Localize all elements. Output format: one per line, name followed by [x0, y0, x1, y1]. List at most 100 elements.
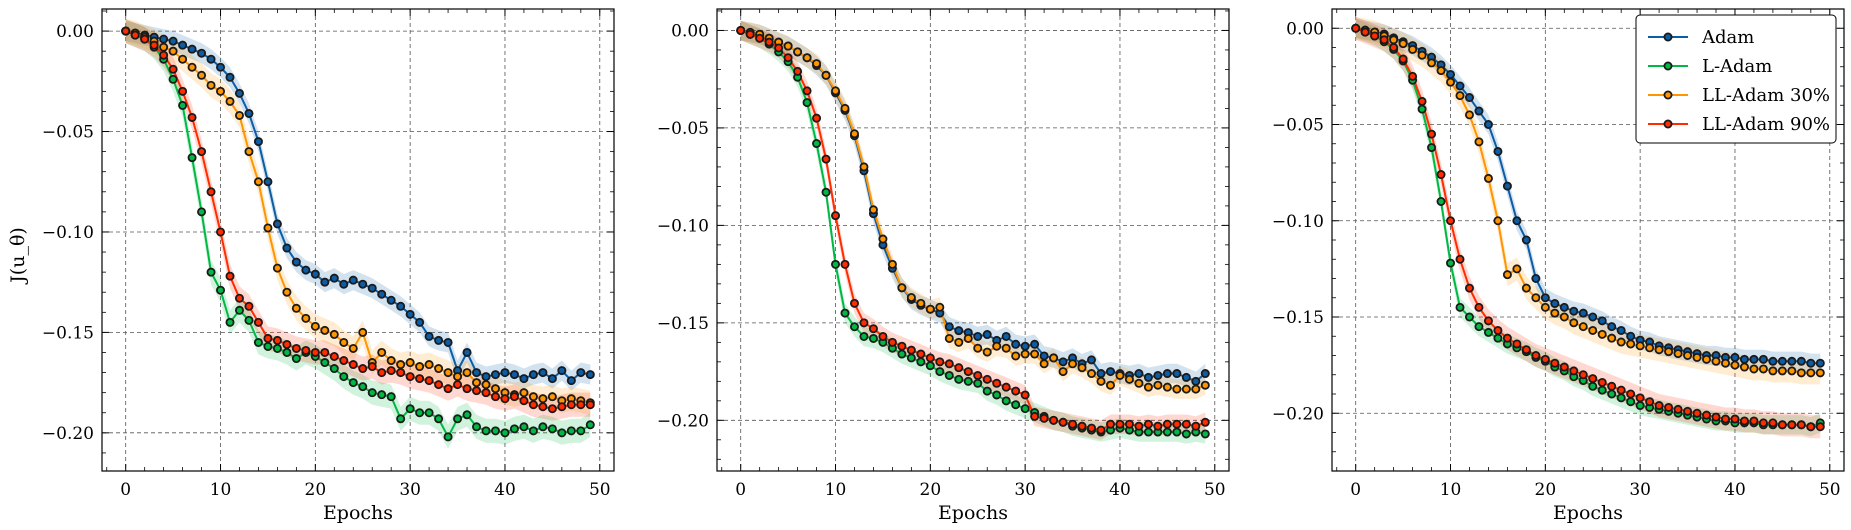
data-point-ll-adam-30pct	[1087, 369, 1097, 379]
y-tick-label: −0.05	[657, 119, 709, 139]
data-point-adam	[1815, 358, 1825, 368]
data-point-adam	[348, 275, 358, 285]
data-point-ll-adam-90pct	[1030, 411, 1040, 421]
data-point-l-adam	[528, 426, 538, 436]
data-point-ll-adam-90pct	[329, 352, 339, 362]
data-point-ll-adam-90pct	[1124, 419, 1134, 429]
data-point-l-adam	[802, 98, 812, 108]
data-point-ll-adam-30pct	[1162, 382, 1172, 392]
data-point-adam	[225, 72, 235, 82]
data-point-l-adam	[1455, 302, 1465, 312]
data-point-adam	[178, 40, 188, 50]
data-point-ll-adam-90pct	[1711, 412, 1721, 422]
data-point-l-adam	[1181, 429, 1191, 439]
data-point-l-adam	[1474, 322, 1484, 332]
data-point-ll-adam-90pct	[1616, 385, 1626, 395]
data-point-adam	[1001, 331, 1011, 341]
data-point-ll-adam-90pct	[1011, 386, 1021, 396]
confidence-band-l-adam	[740, 20, 1206, 444]
data-point-ll-adam-90pct	[1191, 421, 1201, 431]
data-point-adam	[1446, 69, 1456, 79]
data-point-ll-adam-90pct	[197, 147, 207, 157]
data-point-adam	[1474, 106, 1484, 116]
data-point-adam	[1200, 369, 1210, 379]
data-point-ll-adam-30pct	[1058, 367, 1068, 377]
data-point-adam	[1162, 369, 1172, 379]
data-point-ll-adam-90pct	[992, 378, 1002, 388]
data-point-l-adam	[849, 322, 859, 332]
data-point-ll-adam-30pct	[386, 356, 396, 366]
data-point-l-adam	[282, 347, 292, 357]
data-point-l-adam	[566, 426, 576, 436]
legend: Adam L-Adam LL-Adam 30% LL-Adam 90%	[1635, 14, 1837, 144]
data-point-ll-adam-30pct	[453, 372, 463, 382]
data-point-adam	[291, 257, 301, 267]
data-point-ll-adam-90pct	[178, 86, 188, 96]
data-point-ll-adam-90pct	[1077, 421, 1087, 431]
data-point-ll-adam-30pct	[1020, 349, 1030, 359]
data-point-adam	[197, 48, 207, 58]
data-point-adam	[1030, 339, 1040, 349]
data-point-l-adam	[434, 414, 444, 424]
data-point-l-adam	[472, 422, 482, 432]
data-point-adam	[982, 330, 992, 340]
data-point-ll-adam-30pct	[168, 46, 178, 56]
data-point-l-adam	[1200, 429, 1210, 439]
x-axis-label: Epochs	[323, 502, 393, 524]
data-point-ll-adam-30pct	[358, 327, 368, 337]
data-point-ll-adam-90pct	[566, 400, 576, 410]
data-point-ll-adam-90pct	[1521, 345, 1531, 355]
data-point-ll-adam-90pct	[538, 402, 548, 412]
data-point-ll-adam-30pct	[234, 110, 244, 120]
data-point-adam	[490, 370, 500, 380]
data-point-adam	[1597, 316, 1607, 326]
data-point-l-adam	[1020, 404, 1030, 414]
data-point-l-adam	[424, 408, 434, 418]
data-point-ll-adam-90pct	[982, 374, 992, 384]
data-point-ll-adam-30pct	[992, 341, 1002, 351]
data-point-ll-adam-90pct	[736, 25, 746, 35]
y-tick-label: 0.00	[671, 21, 709, 41]
data-point-ll-adam-90pct	[310, 347, 320, 357]
data-point-ll-adam-90pct	[906, 345, 916, 355]
series-line-adam	[125, 30, 591, 382]
data-point-adam	[1796, 356, 1806, 366]
data-point-l-adam	[1143, 427, 1153, 437]
data-point-ll-adam-30pct	[1559, 312, 1569, 322]
data-point-ll-adam-90pct	[925, 353, 935, 363]
data-point-ll-adam-90pct	[1635, 393, 1645, 403]
data-point-l-adam	[1483, 327, 1493, 337]
data-point-ll-adam-30pct	[1806, 368, 1816, 378]
data-point-ll-adam-90pct	[263, 333, 273, 343]
data-point-ll-adam-90pct	[547, 404, 557, 414]
data-point-adam	[1758, 354, 1768, 364]
data-point-l-adam	[1436, 196, 1446, 206]
data-point-adam	[481, 372, 491, 382]
data-point-ll-adam-90pct	[755, 33, 765, 43]
data-point-ll-adam-30pct	[906, 293, 916, 303]
data-point-ll-adam-90pct	[1540, 354, 1550, 364]
x-tick-label: 10	[825, 480, 847, 500]
data-point-ll-adam-90pct	[424, 376, 434, 386]
data-point-adam	[386, 295, 396, 305]
data-point-ll-adam-30pct	[396, 360, 406, 370]
data-point-ll-adam-90pct	[1692, 408, 1702, 418]
axes-frame	[101, 8, 615, 472]
data-point-ll-adam-30pct	[1768, 366, 1778, 376]
data-point-adam	[973, 331, 983, 341]
data-point-adam	[538, 368, 548, 378]
legend-label: Adam	[1701, 27, 1754, 48]
data-point-adam	[576, 368, 586, 378]
data-point-ll-adam-90pct	[405, 372, 415, 382]
data-point-adam	[1616, 325, 1626, 335]
data-point-l-adam	[320, 358, 330, 368]
data-point-ll-adam-30pct	[1702, 354, 1712, 364]
data-point-l-adam	[216, 285, 226, 295]
data-point-l-adam	[358, 382, 368, 392]
x-axis-label: Epochs	[938, 502, 1008, 524]
data-point-adam	[585, 370, 595, 380]
data-point-ll-adam-90pct	[472, 386, 482, 396]
data-point-ll-adam-30pct	[1540, 302, 1550, 312]
data-point-ll-adam-30pct	[178, 54, 188, 64]
data-point-ll-adam-90pct	[1730, 414, 1740, 424]
